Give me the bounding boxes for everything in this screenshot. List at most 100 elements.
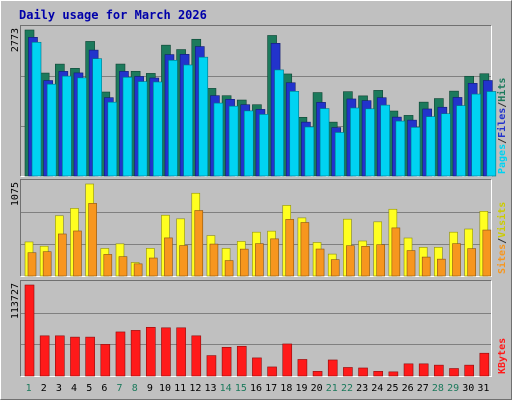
bar-pages-day-26 xyxy=(410,127,421,177)
legend: KBytes xyxy=(497,338,508,374)
bar-sites-day-23 xyxy=(361,246,370,277)
x-label-day-8: 8 xyxy=(132,383,138,394)
bar-sites-day-9 xyxy=(148,257,158,277)
bar-sites-day-24 xyxy=(376,244,386,277)
bar-pages-day-20 xyxy=(319,108,330,177)
plot-bevel-dark xyxy=(20,179,492,277)
y-max-label: 113727 xyxy=(10,283,21,319)
x-label-day-11: 11 xyxy=(174,383,186,394)
legend-files: Files xyxy=(496,108,508,138)
panel-kbytes: 113727 KBytes xyxy=(10,280,508,377)
x-label-day-22: 22 xyxy=(341,383,353,394)
legend-sites: Sites xyxy=(496,244,508,274)
bar-kbytes-day-11 xyxy=(176,327,186,377)
bar-kbytes-day-30 xyxy=(464,364,474,377)
series-kbytes xyxy=(24,284,490,377)
x-label-day-9: 9 xyxy=(147,383,153,394)
bar-pages-day-5 xyxy=(92,58,102,177)
legend: Pages/Files/Hits xyxy=(496,78,508,174)
panel-pages-files-hits: 2773 Pages/Files/Hits xyxy=(10,25,508,177)
bar-kbytes-day-5 xyxy=(85,336,95,377)
legend-pages: Pages xyxy=(497,144,508,174)
legend-visits: Visits xyxy=(496,202,508,238)
plot-bevel-light xyxy=(20,25,492,177)
bar-sites-day-15 xyxy=(239,248,249,277)
bar-pages-day-14 xyxy=(228,105,239,177)
bar-pages-day-30 xyxy=(471,93,481,177)
x-label-day-23: 23 xyxy=(356,383,368,394)
x-label-day-31: 31 xyxy=(477,383,489,394)
bar-kbytes-day-1 xyxy=(24,284,35,377)
x-label-day-19: 19 xyxy=(295,383,307,394)
bar-pages-day-1 xyxy=(31,41,42,177)
bar-kbytes-day-14 xyxy=(221,347,232,377)
bar-kbytes-day-8 xyxy=(130,330,141,377)
bar-sites-day-28 xyxy=(437,258,446,277)
bar-sites-day-14 xyxy=(224,260,234,277)
x-label-day-29: 29 xyxy=(447,383,459,394)
series-sites xyxy=(27,203,492,277)
bar-pages-day-7 xyxy=(122,76,133,177)
y-max-label: 1075 xyxy=(10,182,21,206)
bar-kbytes-day-15 xyxy=(236,345,247,377)
bar-kbytes-day-24 xyxy=(373,371,384,377)
bar-sites-day-29 xyxy=(452,243,461,277)
x-label-day-20: 20 xyxy=(311,383,323,394)
bar-kbytes-day-31 xyxy=(479,352,490,377)
x-label-day-14: 14 xyxy=(220,383,232,394)
plot-bevel-light xyxy=(20,179,492,277)
bar-kbytes-day-21 xyxy=(327,359,338,377)
bar-kbytes-day-29 xyxy=(449,368,459,377)
bar-kbytes-day-20 xyxy=(312,371,323,377)
bar-sites-day-1 xyxy=(27,252,37,277)
legend-kbytes: KBytes xyxy=(497,338,508,374)
bar-sites-day-16 xyxy=(255,243,264,277)
x-label-day-12: 12 xyxy=(189,383,201,394)
panel-visits-sites: 1075 Sites/Visits xyxy=(10,179,508,277)
bar-sites-day-26 xyxy=(406,250,416,277)
bar-pages-day-15 xyxy=(243,110,254,177)
x-label-day-18: 18 xyxy=(280,383,292,394)
x-label-day-10: 10 xyxy=(159,383,171,394)
bar-pages-day-2 xyxy=(46,83,57,177)
bar-kbytes-day-27 xyxy=(418,363,429,377)
plot-bevel-light xyxy=(20,280,492,377)
bar-sites-day-10 xyxy=(164,237,173,277)
x-label-day-16: 16 xyxy=(250,383,262,394)
x-label-day-5: 5 xyxy=(86,383,92,394)
bar-kbytes-day-10 xyxy=(161,327,171,377)
bar-sites-day-18 xyxy=(285,219,295,277)
bar-sites-day-12 xyxy=(194,210,204,277)
chart-panels: 2773 Pages/Files/Hits 1075 Sites / Visits 1137… xyxy=(10,25,508,377)
bar-kbytes-day-23 xyxy=(358,367,368,377)
bar-kbytes-day-6 xyxy=(100,344,111,377)
x-label-day-24: 24 xyxy=(371,383,383,394)
bar-kbytes-day-19 xyxy=(297,359,308,377)
bar-sites-day-25 xyxy=(391,227,401,277)
bar-sites-day-22 xyxy=(346,245,355,277)
bar-sites-day-17 xyxy=(270,238,279,277)
bar-pages-day-21 xyxy=(334,132,345,177)
plot-bevel-dark xyxy=(20,280,492,377)
bar-sites-day-27 xyxy=(421,256,431,277)
legend-separator: / xyxy=(497,138,508,144)
bar-sites-day-21 xyxy=(330,259,340,277)
bar-kbytes-day-16 xyxy=(252,357,262,377)
y-max-label: 2773 xyxy=(10,28,21,52)
bar-kbytes-day-25 xyxy=(388,371,399,377)
bar-pages-day-22 xyxy=(350,107,360,177)
x-label-day-4: 4 xyxy=(71,383,77,394)
x-label-day-21: 21 xyxy=(326,383,338,394)
bar-pages-day-12 xyxy=(198,56,209,177)
bar-pages-day-27 xyxy=(425,116,436,177)
bar-pages-day-29 xyxy=(456,105,466,177)
bar-sites-day-13 xyxy=(209,243,219,277)
bar-kbytes-day-9 xyxy=(145,326,156,377)
x-label-day-17: 17 xyxy=(265,383,277,394)
bar-kbytes-day-26 xyxy=(403,363,414,377)
bar-pages-day-4 xyxy=(77,77,87,177)
bar-kbytes-day-4 xyxy=(70,336,80,377)
bar-kbytes-day-12 xyxy=(191,335,202,377)
